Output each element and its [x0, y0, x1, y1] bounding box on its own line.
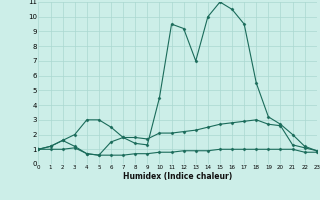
X-axis label: Humidex (Indice chaleur): Humidex (Indice chaleur) — [123, 172, 232, 181]
